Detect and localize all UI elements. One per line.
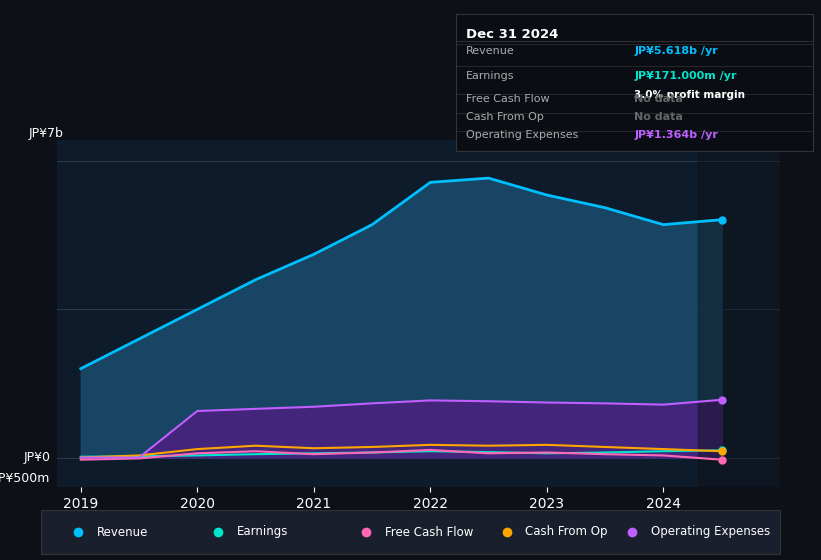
- Text: JP¥1.364b /yr: JP¥1.364b /yr: [635, 130, 718, 140]
- Text: Operating Expenses: Operating Expenses: [466, 130, 579, 140]
- Text: Free Cash Flow: Free Cash Flow: [385, 525, 473, 539]
- Text: Cash From Op: Cash From Op: [525, 525, 608, 539]
- Text: JP¥7b: JP¥7b: [29, 127, 63, 140]
- Text: Dec 31 2024: Dec 31 2024: [466, 28, 559, 41]
- Text: Cash From Op: Cash From Op: [466, 112, 544, 122]
- Text: -JP¥500m: -JP¥500m: [0, 472, 50, 485]
- Text: JP¥5.618b /yr: JP¥5.618b /yr: [635, 46, 718, 56]
- Text: No data: No data: [635, 94, 683, 104]
- Text: Earnings: Earnings: [466, 71, 515, 81]
- Text: Free Cash Flow: Free Cash Flow: [466, 94, 550, 104]
- Text: Revenue: Revenue: [466, 46, 515, 56]
- Text: Revenue: Revenue: [97, 525, 148, 539]
- Text: 3.0% profit margin: 3.0% profit margin: [635, 90, 745, 100]
- Text: Earnings: Earnings: [237, 525, 288, 539]
- Text: No data: No data: [635, 112, 683, 122]
- Text: Operating Expenses: Operating Expenses: [651, 525, 770, 539]
- Text: JP¥171.000m /yr: JP¥171.000m /yr: [635, 71, 736, 81]
- Bar: [699, 140, 780, 487]
- Text: JP¥0: JP¥0: [23, 451, 50, 464]
